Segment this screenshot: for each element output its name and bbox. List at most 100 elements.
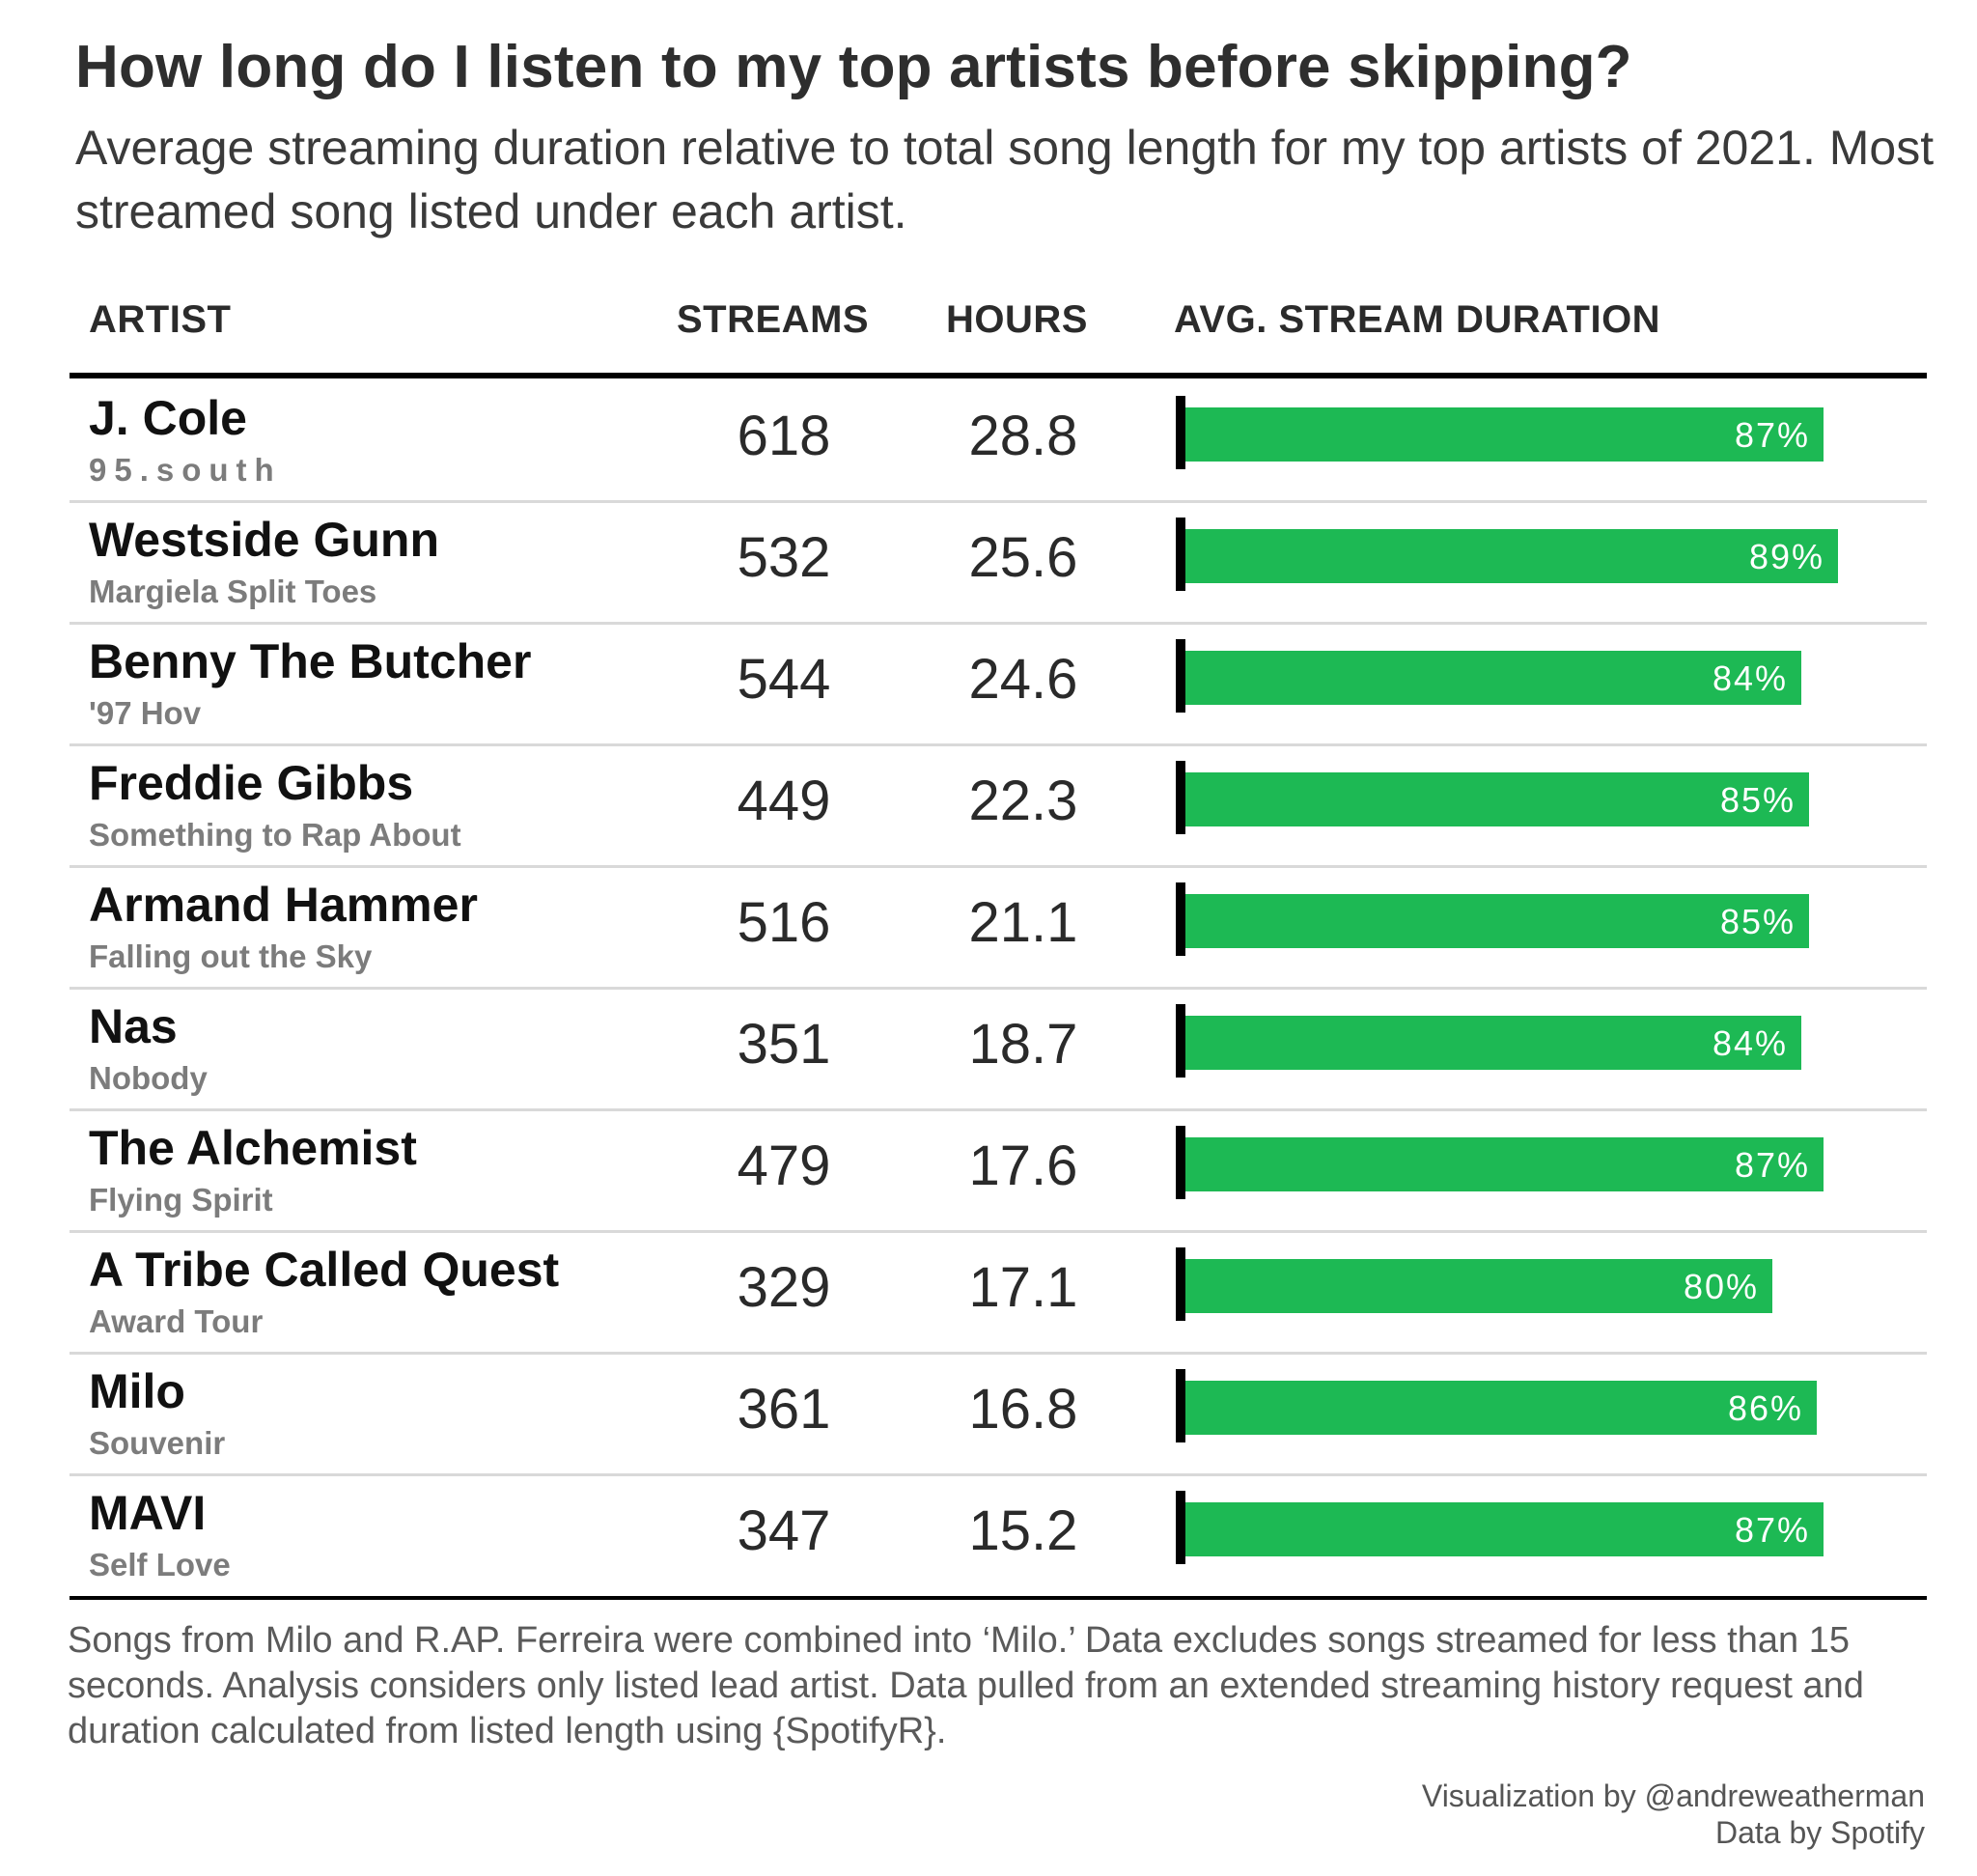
table-top-rule <box>70 373 1927 378</box>
chart-title: How long do I listen to my top artists b… <box>75 34 1632 100</box>
song-name: Award Tour <box>89 1303 264 1339</box>
artist-name: Westside Gunn <box>89 513 440 567</box>
hours-value: 16.8 <box>968 1378 1078 1441</box>
table-row: Westside Gunn Margiela Split Toes 532 25.6 8… <box>70 500 1927 625</box>
duration-label: 87% <box>1734 1510 1810 1550</box>
artist-name: The Alchemist <box>89 1121 417 1175</box>
duration-label: 89% <box>1748 537 1824 576</box>
duration-label: 85% <box>1719 780 1796 820</box>
song-name: Nobody <box>89 1060 208 1096</box>
duration-bar: 80% <box>1185 1259 1772 1313</box>
table-row: Armand Hammer Falling out the Sky 516 21.1 8… <box>70 865 1927 990</box>
column-header-duration: AVG. STREAM DURATION <box>1174 298 1661 341</box>
table-row: Freddie Gibbs Something to Rap About 449 22… <box>70 743 1927 868</box>
row-divider <box>70 865 1927 868</box>
artist-name: Armand Hammer <box>89 878 478 932</box>
artist-name: Milo <box>89 1364 185 1418</box>
duration-bar: 86% <box>1185 1381 1817 1435</box>
streams-value: 347 <box>737 1499 831 1562</box>
streams-value: 361 <box>737 1378 831 1441</box>
duration-label: 85% <box>1719 902 1796 941</box>
bar-baseline-tick <box>1176 639 1185 713</box>
column-header-artist: ARTIST <box>89 298 232 341</box>
duration-label: 86% <box>1727 1388 1803 1428</box>
hours-value: 24.6 <box>968 648 1078 711</box>
bar-baseline-tick <box>1176 518 1185 591</box>
duration-label: 84% <box>1712 658 1788 698</box>
streams-value: 351 <box>737 1013 831 1076</box>
credit-data-source: Data by Spotify <box>1715 1815 1925 1850</box>
duration-label: 84% <box>1712 1023 1788 1063</box>
duration-bar: 87% <box>1185 1137 1824 1191</box>
streams-value: 329 <box>737 1256 831 1319</box>
bar-baseline-tick <box>1176 396 1185 469</box>
duration-bar: 84% <box>1185 1016 1801 1070</box>
song-name: Flying Spirit <box>89 1182 273 1218</box>
song-name: Self Love <box>89 1547 231 1582</box>
song-name: Falling out the Sky <box>89 938 373 974</box>
song-name: Margiela Split Toes <box>89 574 377 609</box>
row-divider <box>70 1230 1927 1233</box>
bar-baseline-tick <box>1176 761 1185 834</box>
table-row: J. Cole 95.south 618 28.8 87% <box>70 378 1927 503</box>
row-divider <box>70 1473 1927 1476</box>
duration-label: 87% <box>1734 1145 1810 1185</box>
artist-name: Nas <box>89 999 178 1053</box>
bar-baseline-tick <box>1176 1004 1185 1078</box>
artist-name: Benny The Butcher <box>89 634 532 688</box>
table-row: MAVI Self Love 347 15.2 87% <box>70 1473 1927 1595</box>
song-name: 95.south <box>89 452 282 488</box>
row-divider <box>70 987 1927 990</box>
chart-subtitle: Average streaming duration relative to t… <box>75 121 1935 238</box>
streams-value: 544 <box>737 648 831 711</box>
table-row: Milo Souvenir 361 16.8 86% <box>70 1352 1927 1476</box>
artist-name: MAVI <box>89 1486 207 1540</box>
duration-label: 87% <box>1734 415 1810 455</box>
artist-name: A Tribe Called Quest <box>89 1243 560 1297</box>
duration-bar: 87% <box>1185 407 1824 462</box>
bar-baseline-tick <box>1176 1491 1185 1564</box>
hours-value: 22.3 <box>968 770 1078 832</box>
table-row: Benny The Butcher '97 Hov 544 24.6 84% <box>70 622 1927 746</box>
duration-bar: 85% <box>1185 894 1809 948</box>
duration-label: 80% <box>1683 1267 1759 1306</box>
row-divider <box>70 1108 1927 1111</box>
streams-value: 516 <box>737 891 831 954</box>
column-header-hours: HOURS <box>946 298 1088 341</box>
table-row: Nas Nobody 351 18.7 84% <box>70 987 1927 1111</box>
footnote: Songs from Milo and R.AP. Ferreira were … <box>68 1620 1864 1751</box>
song-name: Something to Rap About <box>89 817 461 853</box>
streams-value: 449 <box>737 770 831 832</box>
credit-visualization: Visualization by @andreweatherman <box>1421 1778 1925 1813</box>
artist-name: Freddie Gibbs <box>89 756 414 810</box>
table-bottom-rule <box>70 1596 1927 1600</box>
duration-bar: 84% <box>1185 651 1801 705</box>
bar-baseline-tick <box>1176 1247 1185 1321</box>
bar-baseline-tick <box>1176 882 1185 956</box>
hours-value: 18.7 <box>968 1013 1078 1076</box>
duration-bar: 89% <box>1185 529 1838 583</box>
column-header-streams: STREAMS <box>677 298 870 341</box>
hours-value: 17.6 <box>968 1134 1078 1197</box>
bar-baseline-tick <box>1176 1126 1185 1199</box>
hours-value: 17.1 <box>968 1256 1078 1319</box>
duration-bar: 85% <box>1185 772 1809 826</box>
hours-value: 25.6 <box>968 526 1078 589</box>
row-divider <box>70 622 1927 625</box>
streams-value: 532 <box>737 526 831 589</box>
bar-baseline-tick <box>1176 1369 1185 1442</box>
row-divider <box>70 1352 1927 1355</box>
duration-bar: 87% <box>1185 1502 1824 1556</box>
row-divider <box>70 500 1927 503</box>
hours-value: 28.8 <box>968 405 1078 467</box>
hours-value: 15.2 <box>968 1499 1078 1562</box>
artist-name: J. Cole <box>89 391 247 445</box>
table-row: The Alchemist Flying Spirit 479 17.6 87% <box>70 1108 1927 1233</box>
streams-value: 479 <box>737 1134 831 1197</box>
song-name: Souvenir <box>89 1425 226 1461</box>
row-divider <box>70 743 1927 746</box>
table-row: A Tribe Called Quest Award Tour 329 17.1 80% <box>70 1230 1927 1355</box>
song-name: '97 Hov <box>89 695 202 731</box>
streams-value: 618 <box>737 405 831 467</box>
hours-value: 21.1 <box>968 891 1078 954</box>
